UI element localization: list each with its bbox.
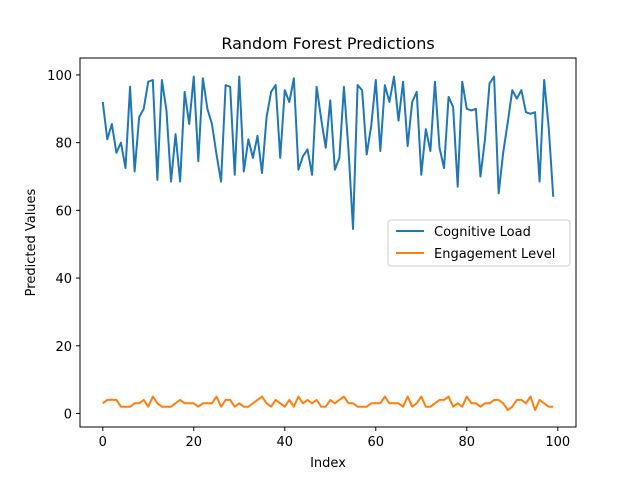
- y-tick-label: 60: [55, 204, 72, 219]
- legend-label-cognitive-load: Cognitive Load: [434, 225, 531, 240]
- y-tick-label: 100: [47, 69, 72, 84]
- x-tick-label: 0: [99, 435, 107, 450]
- y-tick-label: 20: [55, 340, 72, 355]
- series-line-engagement-level: [102, 395, 554, 412]
- x-tick-label: 80: [459, 435, 476, 450]
- chart-title: Random Forest Predictions: [221, 34, 434, 53]
- legend-label-engagement-level: Engagement Level: [434, 247, 555, 262]
- plot-area: [101, 75, 555, 412]
- x-axis: 0 20 40 60 80 100: [99, 427, 570, 450]
- y-axis: 0 20 40 60 80 100: [47, 69, 80, 422]
- x-tick-label: 60: [368, 435, 385, 450]
- plot-frame: [79, 57, 577, 428]
- x-tick-label: 40: [276, 435, 293, 450]
- series-line-cognitive-load: [101, 75, 555, 230]
- legend-box: [387, 219, 571, 267]
- x-axis-label: Index: [310, 456, 346, 471]
- y-axis-label: Predicted Values: [24, 188, 39, 296]
- y-tick-label: 0: [64, 407, 72, 422]
- y-tick-label: 40: [55, 272, 72, 287]
- legend: Cognitive Load Engagement Level: [387, 219, 571, 267]
- y-tick-label: 80: [55, 137, 72, 152]
- x-tick-label: 100: [545, 435, 570, 450]
- x-tick-label: 20: [185, 435, 202, 450]
